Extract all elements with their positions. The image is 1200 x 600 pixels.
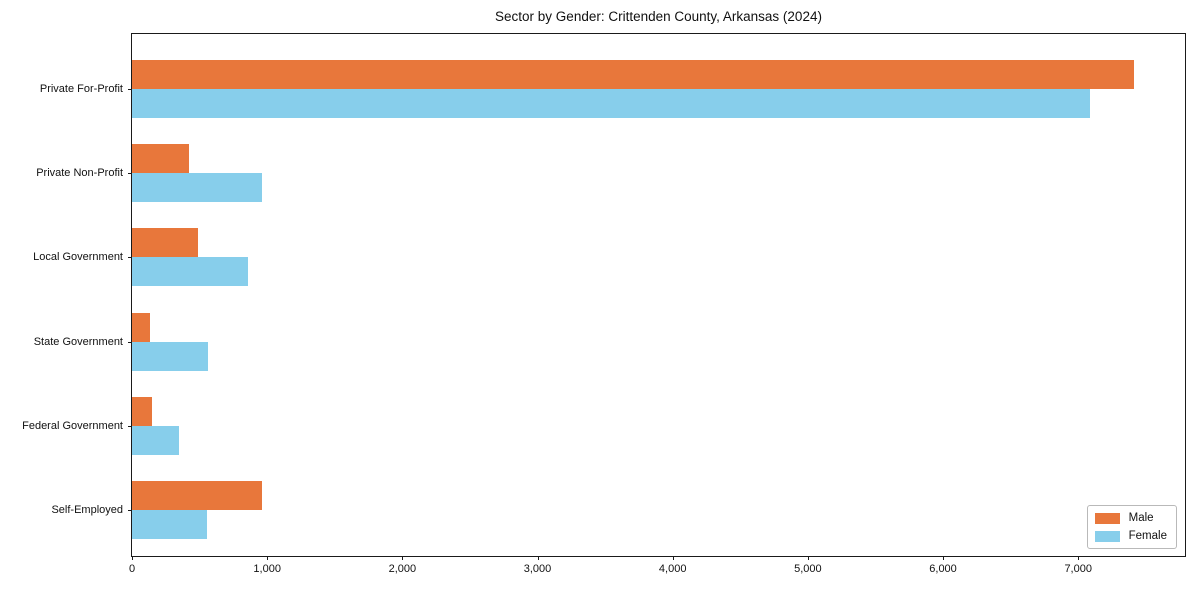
- x-tick-label: 7,000: [1064, 563, 1092, 575]
- x-tick-mark: [943, 556, 945, 560]
- x-tick-label: 5,000: [794, 563, 822, 575]
- bar-male-2: [132, 228, 199, 258]
- x-tick-label: 1,000: [253, 563, 281, 575]
- legend-item-female: Female: [1094, 530, 1167, 542]
- y-tick-mark: [128, 257, 132, 259]
- bar-male-3: [132, 312, 151, 342]
- x-tick-mark: [267, 556, 269, 560]
- legend: Male Female: [1086, 505, 1177, 549]
- chart-title: Sector by Gender: Crittenden County, Ark…: [495, 9, 822, 24]
- bar-male-4: [132, 396, 153, 426]
- legend-label-male: Male: [1128, 512, 1154, 524]
- y-tick-mark: [128, 173, 132, 175]
- bar-male-1: [132, 144, 189, 174]
- y-tick-label: State Government: [33, 335, 123, 348]
- x-tick-mark: [1078, 556, 1080, 560]
- y-tick-label: Private For-Profit: [39, 83, 123, 95]
- y-tick-mark: [128, 425, 132, 427]
- bar-female-4: [132, 425, 180, 455]
- bar-female-3: [132, 341, 208, 371]
- y-tick-label: Federal Government: [22, 419, 123, 432]
- legend-swatch-male: [1094, 512, 1120, 524]
- bar-female-1: [132, 173, 263, 203]
- x-tick-label: 4,000: [658, 563, 687, 575]
- legend-label-female: Female: [1128, 530, 1167, 542]
- y-tick-label: Local Government: [33, 251, 123, 264]
- y-tick-label: Self-Employed: [51, 504, 123, 516]
- bar-female-2: [132, 257, 248, 287]
- y-tick-mark: [128, 510, 132, 511]
- x-tick-label: 3,000: [523, 563, 552, 575]
- y-tick-mark: [128, 341, 132, 343]
- bar-male-5: [132, 481, 263, 510]
- x-tick-mark: [132, 556, 133, 560]
- plot-area: Male Female Private For-Profit Private Non…: [22, 33, 1186, 575]
- x-tick-label: 0: [128, 563, 136, 575]
- x-tick-mark: [402, 556, 404, 560]
- x-tick-mark: [672, 556, 674, 560]
- bar-female-5: [132, 510, 208, 539]
- x-tick-label: 2,000: [388, 563, 417, 575]
- y-tick-mark: [128, 89, 132, 90]
- bar-male-0: [132, 60, 1134, 89]
- bar-female-0: [132, 89, 1091, 118]
- y-tick-label: Private Non-Profit: [36, 167, 123, 180]
- legend-item-male: Male: [1094, 512, 1167, 524]
- legend-swatch-female: [1094, 530, 1120, 542]
- x-tick-mark: [537, 556, 539, 560]
- x-tick-mark: [807, 556, 809, 560]
- x-tick-label: 6,000: [929, 563, 957, 575]
